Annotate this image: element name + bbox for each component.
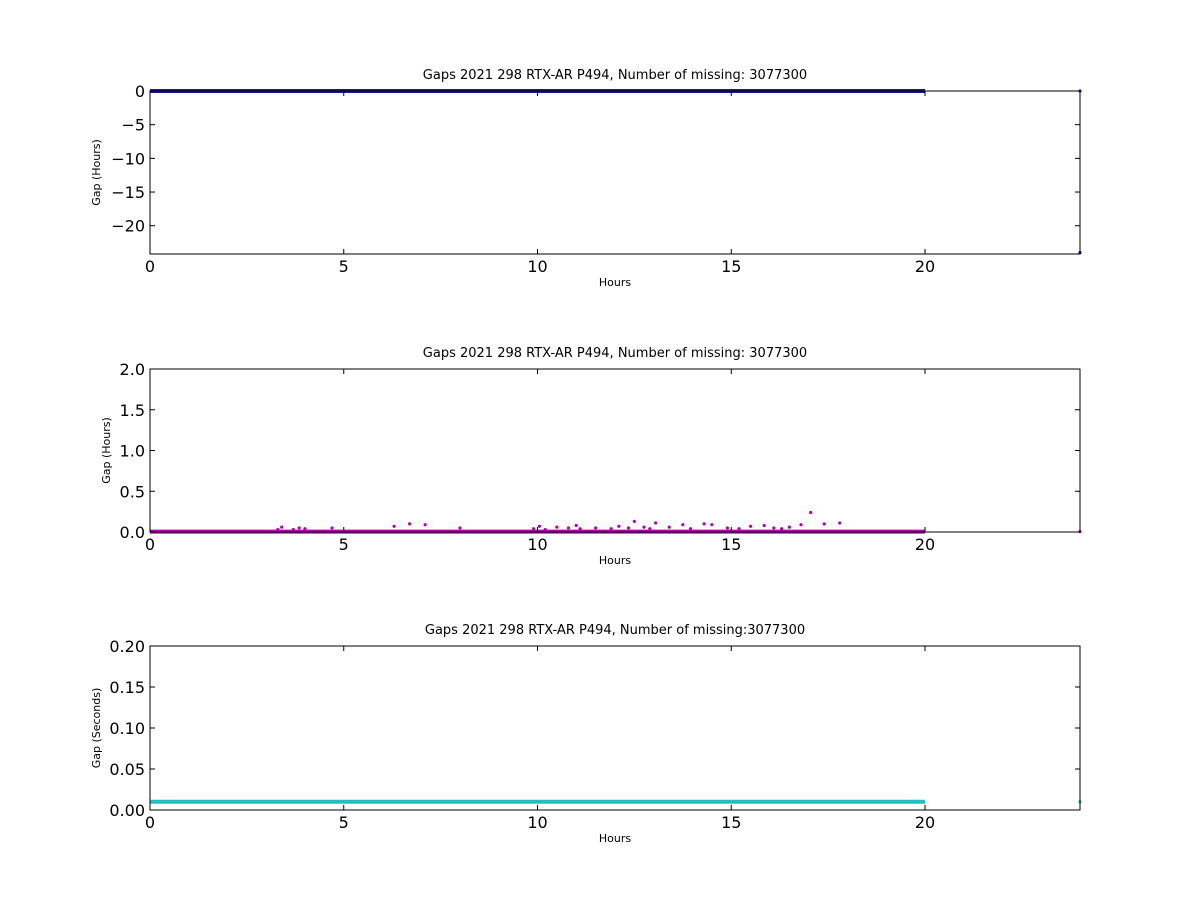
data-point	[291, 527, 295, 532]
data-point	[648, 527, 652, 531]
y-tick-label: 0	[135, 82, 145, 101]
data-point	[762, 523, 766, 528]
subplot-2: Gaps 2021 298 RTX-AR P494, Number of mis…	[100, 346, 1082, 567]
data-point	[822, 522, 826, 526]
data-point	[702, 522, 706, 526]
y-tick-label: 0.0	[120, 523, 145, 542]
data-point	[838, 521, 842, 525]
data-point	[574, 523, 578, 528]
data-point	[654, 521, 658, 525]
x-tick-label: 0	[145, 257, 155, 276]
subplot-1: Gaps 2021 298 RTX-AR P494, Number of mis…	[90, 68, 1082, 289]
subplot-3: Gaps 2021 298 RTX-AR P494, Number of mis…	[90, 623, 1082, 845]
x-tick-label: 15	[721, 257, 741, 276]
data-point	[392, 524, 396, 528]
data-point	[809, 510, 813, 515]
data-point	[423, 523, 427, 527]
data-point	[594, 526, 598, 530]
y-tick-label: 1.0	[120, 442, 145, 461]
chart-title: Gaps 2021 298 RTX-AR P494, Number of mis…	[423, 346, 807, 361]
x-tick-label: 15	[721, 813, 741, 832]
data-point	[737, 527, 741, 531]
plot-frame	[149, 90, 1081, 255]
data-marks	[150, 89, 1082, 255]
chart-title: Gaps 2021 298 RTX-AR P494, Number of mis…	[425, 623, 805, 638]
y-tick-label: −15	[111, 183, 145, 202]
plot-frame	[149, 645, 1081, 811]
x-tick-label: 15	[721, 535, 741, 554]
data-point	[725, 526, 729, 530]
y-tick-label: −5	[121, 116, 145, 135]
data-point	[681, 523, 685, 527]
x-tick-label: 10	[527, 535, 547, 554]
y-tick-label: 2.0	[120, 360, 145, 379]
data-point	[297, 526, 301, 530]
data-point	[780, 527, 784, 531]
data-point	[710, 523, 714, 527]
x-tick-label: 5	[339, 813, 349, 832]
data-point	[749, 524, 753, 528]
y-tick-label: 0.00	[109, 801, 145, 820]
data-point	[537, 524, 542, 528]
data-point	[688, 527, 693, 531]
data-point	[566, 526, 571, 530]
data-point	[280, 525, 284, 529]
data-point	[303, 527, 307, 531]
plot-frame	[149, 368, 1081, 533]
y-tick-label: 0.5	[120, 482, 145, 501]
y-axis-label: Gap (Seconds)	[90, 688, 103, 769]
data-point	[276, 527, 280, 532]
data-point	[787, 525, 791, 529]
data-point	[532, 527, 536, 531]
data-point	[617, 524, 621, 528]
x-tick-label: 10	[527, 257, 547, 276]
x-tick-label: 20	[915, 257, 935, 276]
data-point	[642, 525, 646, 529]
x-tick-label: 5	[339, 257, 349, 276]
x-tick-label: 0	[145, 813, 155, 832]
y-tick-label: 0.15	[109, 678, 145, 697]
data-point	[772, 526, 776, 530]
x-axis-label: Hours	[599, 276, 631, 289]
data-point	[667, 525, 671, 529]
x-tick-label: 10	[527, 813, 547, 832]
data-marks	[150, 510, 1082, 534]
data-point	[632, 519, 636, 524]
x-tick-label: 20	[915, 535, 935, 554]
x-axis-label: Hours	[599, 554, 631, 567]
data-point	[458, 526, 462, 530]
x-tick-label: 20	[915, 813, 935, 832]
y-tick-label: 0.05	[109, 760, 145, 779]
x-tick-label: 5	[339, 535, 349, 554]
data-point	[408, 522, 412, 526]
y-axis-label: Gap (Hours)	[100, 417, 113, 484]
data-point	[626, 526, 631, 530]
x-axis-label: Hours	[599, 832, 631, 845]
data-point	[555, 525, 559, 529]
x-tick-label: 0	[145, 535, 155, 554]
data-point	[799, 523, 803, 527]
y-tick-label: 0.10	[109, 719, 145, 738]
data-point	[543, 527, 547, 532]
y-tick-label: 0.20	[109, 637, 145, 656]
data-point	[609, 527, 613, 531]
y-tick-label: −10	[111, 149, 145, 168]
chart-title: Gaps 2021 298 RTX-AR P494, Number of mis…	[423, 68, 807, 83]
data-marks	[150, 799, 1082, 804]
y-tick-label: 1.5	[120, 401, 145, 420]
y-axis-label: Gap (Hours)	[90, 139, 103, 206]
data-point	[578, 527, 582, 531]
data-point	[330, 526, 334, 530]
y-tick-label: −20	[111, 217, 145, 236]
